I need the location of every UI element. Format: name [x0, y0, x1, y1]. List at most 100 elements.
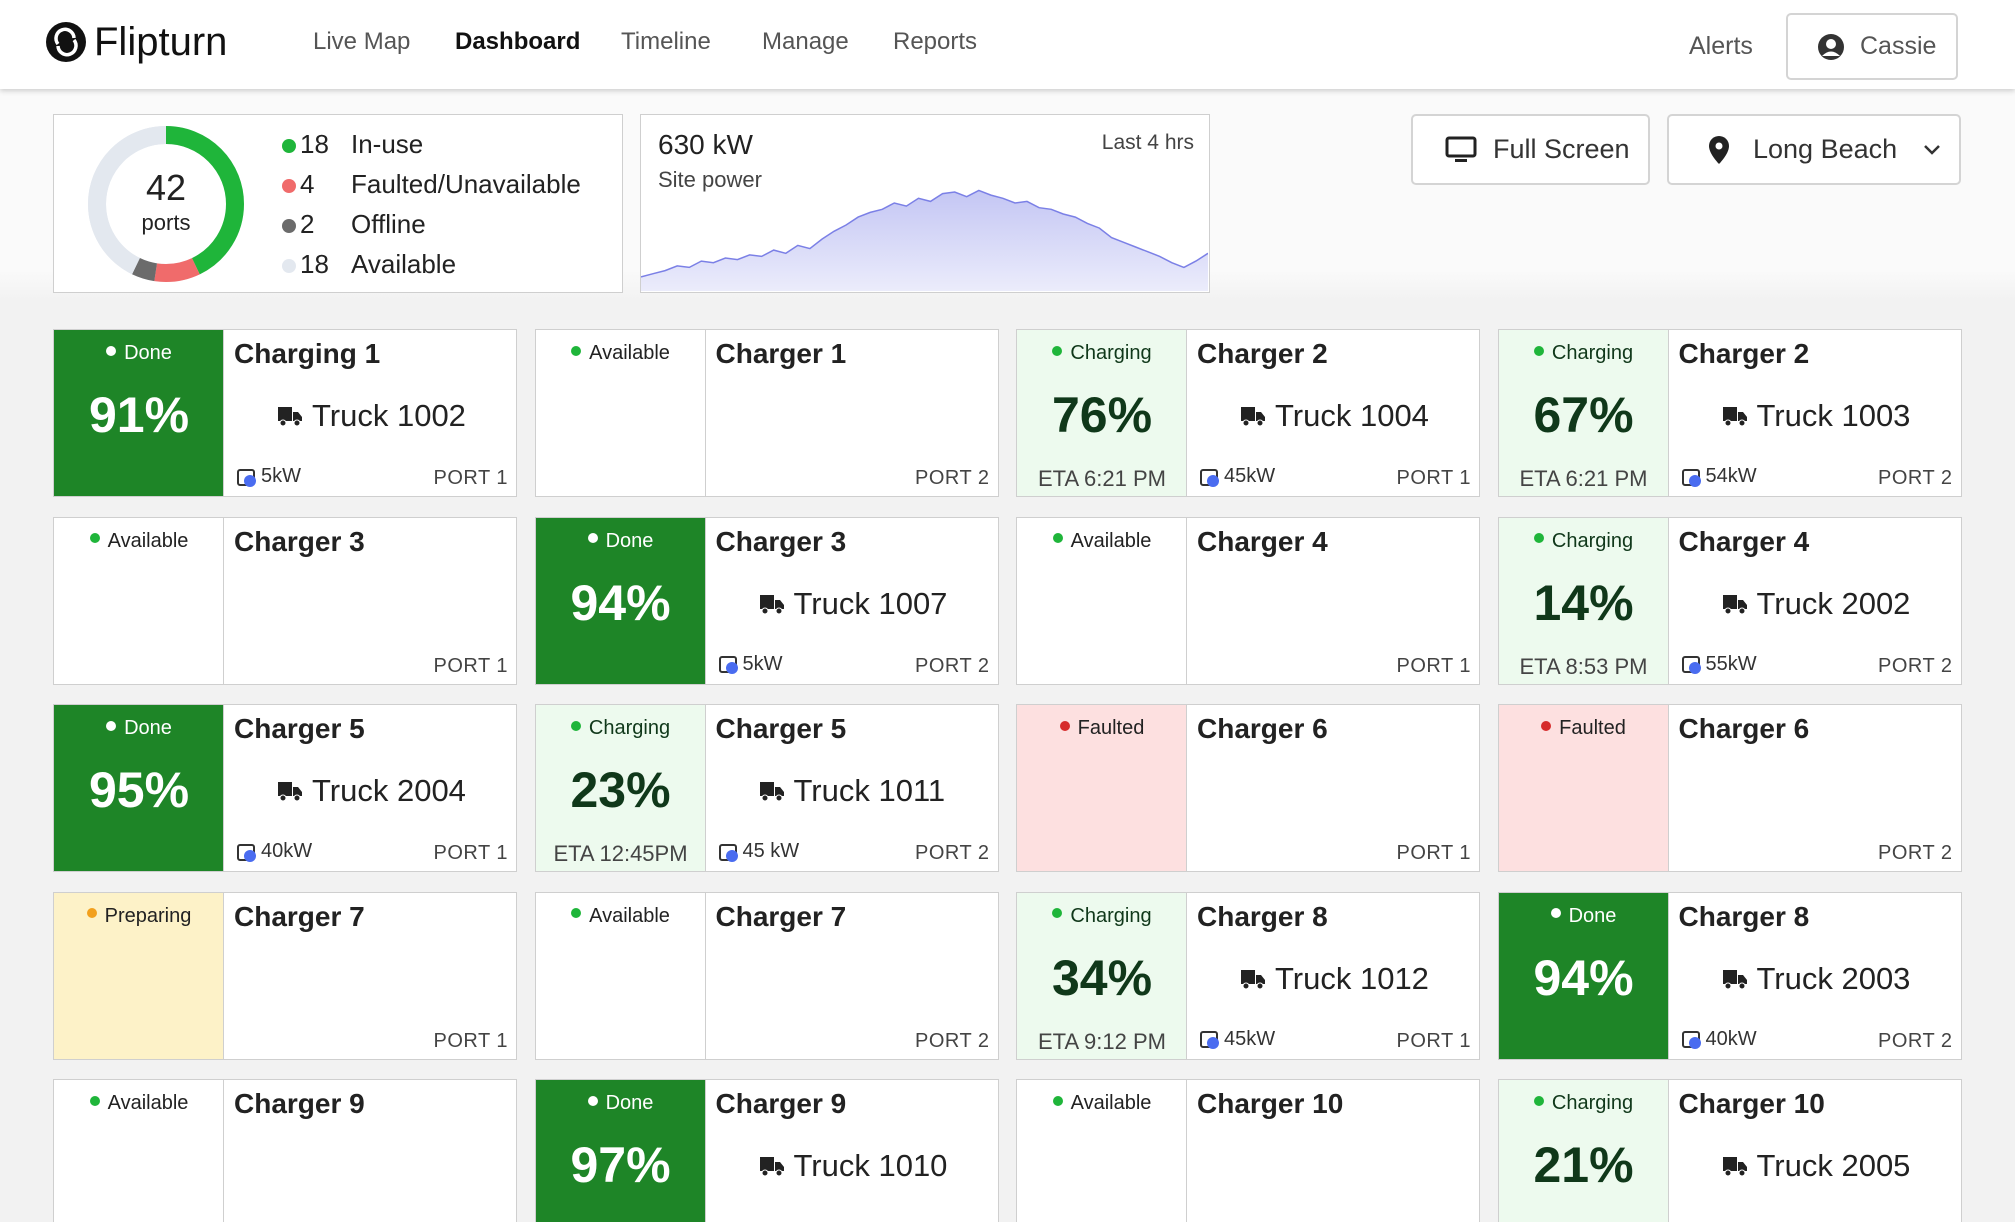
status-text: Done	[1568, 904, 1617, 927]
power-icon	[1681, 468, 1701, 487]
status-dot	[1052, 345, 1063, 356]
port-summary: 42 ports 18 In-use 4 Faulted/Unavailable 2 Of…	[53, 114, 623, 293]
charge-percent: 91%	[88, 387, 190, 443]
status-panel: Charging 34% ETA 9:12 PM	[1017, 892, 1187, 1059]
wheel	[1738, 607, 1745, 614]
alerts[interactable]: Alerts	[1689, 32, 1753, 60]
truck: Truck 2002	[1721, 586, 1910, 622]
bolt-badge	[244, 849, 256, 862]
status: Available	[54, 1092, 224, 1115]
ports-unit: ports	[141, 210, 191, 235]
truck-shape	[1241, 407, 1265, 421]
wheel	[1738, 982, 1745, 989]
power: 40kW	[1681, 1028, 1757, 1051]
status-dot	[587, 1095, 598, 1106]
logo[interactable]: Flipturn	[94, 20, 228, 64]
power-range: Last 4 hrs	[1101, 131, 1194, 154]
port: PORT 2	[1877, 842, 1953, 864]
charger-card[interactable]: Charging 76% ETA 6:21 PM Charger 2 Truck 100…	[1016, 329, 1480, 497]
nav-item[interactable]: Reports	[893, 28, 978, 55]
status-text: Available	[589, 904, 670, 927]
power-text: 45kW	[1224, 1027, 1276, 1050]
charger-name: Charger 9	[715, 1088, 847, 1119]
wheel	[1738, 1169, 1745, 1177]
truck-icon	[1241, 407, 1265, 427]
charger-card[interactable]: Done 91% Charging 1 Truck 1002 5kW PORT 1	[53, 329, 517, 497]
charger-card[interactable]: Charging 21% Charger 10 Truck 2005	[1497, 1079, 1962, 1222]
status-dot	[1052, 908, 1063, 919]
truck: Truck 1010	[758, 1148, 948, 1184]
port: PORT 2	[1877, 467, 1953, 489]
status: Done	[536, 530, 706, 553]
truck-shape	[1722, 969, 1747, 984]
charger-name: Charger 4	[1197, 525, 1328, 557]
truck-shape	[759, 594, 784, 609]
charger-card[interactable]: Available Charger 1 PORT 2	[534, 329, 999, 497]
status-text: Available	[589, 342, 670, 364]
charger-card[interactable]: Charging 14% ETA 8:53 PM Charger 4 Truck 200…	[1497, 516, 1962, 685]
nav-item[interactable]: Timeline	[621, 28, 711, 55]
location-label: Long Beach	[1753, 134, 1898, 164]
power: 45 kW	[718, 840, 799, 863]
truck-name: Truck 1012	[1275, 960, 1429, 996]
wheel	[1242, 982, 1250, 989]
nav-item[interactable]: Live Map	[313, 28, 411, 55]
charger-card[interactable]: Available Charger 9	[53, 1079, 517, 1222]
charger-card[interactable]: Available Charger 4 PORT 1	[1016, 516, 1480, 685]
donut-segment	[88, 126, 244, 282]
fullscreen-button[interactable]: Full Screen	[1411, 114, 1650, 185]
charger-card[interactable]: Faulted Charger 6 PORT 1	[1016, 704, 1480, 872]
bolt-badge	[244, 474, 256, 487]
status: Preparing	[54, 905, 224, 928]
status-dot	[86, 908, 97, 919]
charger-card[interactable]: Charging 34% ETA 9:12 PM Charger 8 Truck 101…	[1016, 891, 1480, 1060]
user-icon	[1818, 33, 1844, 60]
user-menu[interactable]: Cassie	[1786, 13, 1958, 80]
status-dot	[571, 908, 582, 919]
truck-name: Truck 1010	[793, 1148, 948, 1183]
charger-name: Charging 1	[234, 338, 381, 369]
power-icon	[237, 468, 256, 487]
charger-card[interactable]: Available Charger 7 PORT 2	[534, 891, 999, 1060]
bolt-badge	[1207, 1037, 1219, 1049]
power: 5kW	[236, 465, 301, 488]
charger-card[interactable]: Done 94% Charger 3 Truck 1007 5kW PORT 2	[534, 516, 999, 685]
charger-card[interactable]: Done 97% Charger 9 Truck 1010	[534, 1079, 999, 1222]
legend-count: 2	[300, 209, 315, 239]
legend-dot	[282, 219, 296, 233]
port: PORT 1	[1396, 842, 1471, 864]
eta: ETA 6:21 PM	[1038, 466, 1166, 491]
charger-name: Charger 9	[234, 1088, 365, 1119]
truck: Truck 1003	[1721, 398, 1911, 434]
charger-card[interactable]: Faulted Charger 6 PORT 2	[1497, 704, 1962, 872]
charger-name: Charger 4	[1678, 525, 1810, 557]
legend-count: 4	[300, 169, 315, 199]
charger-card[interactable]: Done 94% Charger 8 Truck 2003 40kW PORT 2	[1497, 891, 1962, 1060]
charger-card[interactable]: Charging 67% ETA 6:21 PM Charger 2 Truck 100…	[1497, 329, 1962, 497]
truck-name: Truck 1003	[1756, 398, 1911, 433]
charge-percent: 21%	[1533, 1137, 1634, 1193]
status-text: Faulted	[1559, 717, 1626, 739]
status-dot	[1052, 533, 1063, 544]
truck: Truck 2004	[276, 773, 466, 809]
power: 55kW	[1681, 653, 1757, 676]
charger-card[interactable]: Done 95% Charger 5 Truck 2004 40kW PORT 1	[53, 704, 517, 872]
charger-card[interactable]: Preparing Charger 7 PORT 1	[53, 891, 517, 1060]
location-select[interactable]: Long Beach	[1667, 114, 1961, 185]
power-icon	[237, 843, 256, 862]
legend-label: In-use	[351, 129, 424, 159]
nav-item[interactable]: Manage	[762, 28, 849, 55]
status: Faulted	[1017, 717, 1187, 740]
power-text: 45kW	[1224, 465, 1276, 487]
status: Available	[536, 342, 706, 365]
power-icon	[1681, 656, 1701, 674]
charger-card[interactable]: Available Charger 10	[1016, 1079, 1480, 1222]
power-text: 5kW	[261, 465, 301, 487]
status: Done	[1499, 905, 1669, 928]
status-panel: Charging 21%	[1498, 1080, 1669, 1222]
charger-card[interactable]: Available Charger 3 PORT 1	[53, 516, 517, 685]
status: Faulted	[1499, 717, 1669, 740]
nav-item[interactable]: Dashboard	[455, 28, 581, 55]
charger-card[interactable]: Charging 23% ETA 12:45PM Charger 5 Truck 101…	[534, 704, 999, 872]
power-label: Site power	[658, 167, 762, 192]
